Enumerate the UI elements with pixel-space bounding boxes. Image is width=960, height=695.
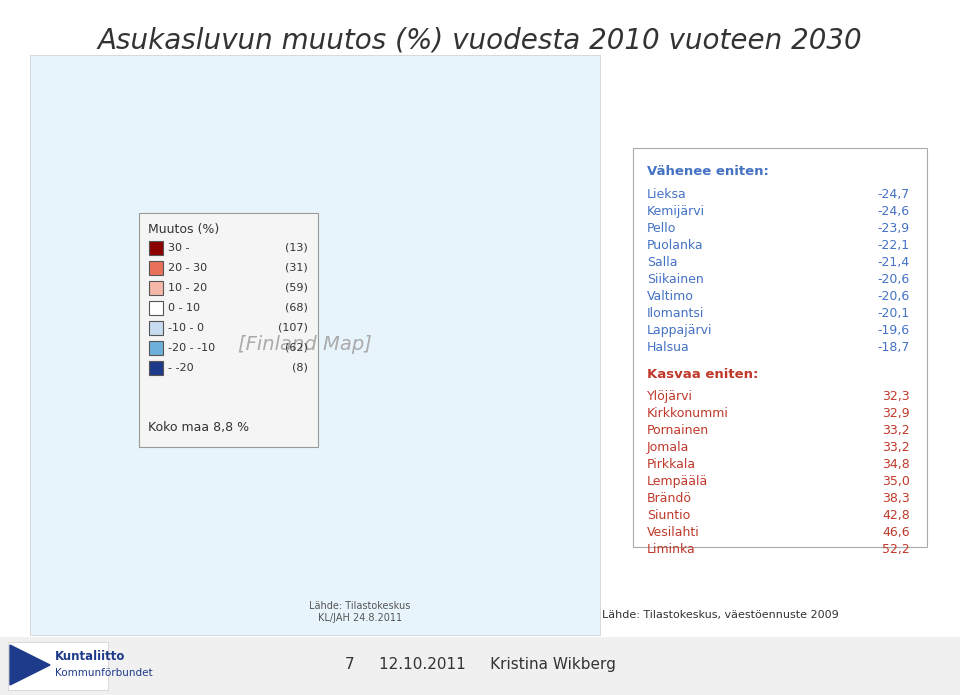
Text: 38,3: 38,3 (882, 492, 910, 505)
Text: 32,9: 32,9 (882, 407, 910, 420)
Text: Kommunförbundet: Kommunförbundet (55, 668, 153, 678)
Text: Valtimo: Valtimo (647, 290, 694, 303)
Bar (149, 261, 162, 275)
Text: (8): (8) (292, 363, 307, 373)
Text: Lappajärvi: Lappajärvi (647, 324, 712, 337)
Text: 35,0: 35,0 (882, 475, 910, 488)
Text: Puolanka: Puolanka (647, 239, 704, 252)
Text: (13): (13) (285, 243, 307, 253)
Text: Vähenee eniten:: Vähenee eniten: (647, 165, 769, 178)
Text: 33,2: 33,2 (882, 424, 910, 437)
Text: Lähde: Tilastokeskus
KL/JAH 24.8.2011: Lähde: Tilastokeskus KL/JAH 24.8.2011 (309, 600, 411, 623)
Text: Lempäälä: Lempäälä (647, 475, 708, 488)
Text: -19,6: -19,6 (877, 324, 910, 337)
Text: -22,1: -22,1 (877, 239, 910, 252)
Bar (149, 341, 162, 355)
Text: Kasvaa eniten:: Kasvaa eniten: (647, 368, 758, 381)
Text: (31): (31) (285, 263, 307, 273)
FancyBboxPatch shape (633, 148, 927, 547)
Bar (149, 281, 162, 295)
Text: 30 -: 30 - (167, 243, 189, 253)
Text: Koko maa 8,8 %: Koko maa 8,8 % (149, 420, 250, 434)
Bar (149, 361, 162, 375)
Text: Muutos (%): Muutos (%) (149, 223, 220, 236)
Bar (30, 55, 600, 635)
Text: Pello: Pello (647, 222, 677, 235)
Bar (0, 637, 960, 695)
Text: -20,6: -20,6 (877, 290, 910, 303)
Text: Brändö: Brändö (647, 492, 692, 505)
Text: (59): (59) (284, 283, 307, 293)
Text: -21,4: -21,4 (877, 256, 910, 269)
Text: [Finland Map]: [Finland Map] (238, 336, 372, 354)
Text: Salla: Salla (647, 256, 678, 269)
Text: - -20: - -20 (167, 363, 193, 373)
Text: -20,6: -20,6 (877, 273, 910, 286)
Text: 32,3: 32,3 (882, 390, 910, 403)
Text: 7     12.10.2011     Kristina Wikberg: 7 12.10.2011 Kristina Wikberg (345, 657, 615, 673)
Text: Lähde: Tilastokeskus, väestöennuste 2009: Lähde: Tilastokeskus, väestöennuste 2009 (602, 610, 838, 620)
Text: Halsua: Halsua (647, 341, 689, 354)
Polygon shape (10, 645, 50, 685)
Text: (68): (68) (284, 303, 307, 313)
Text: 33,2: 33,2 (882, 441, 910, 454)
Text: 52,2: 52,2 (882, 543, 910, 556)
Text: 0 - 10: 0 - 10 (167, 303, 200, 313)
Text: Siikainen: Siikainen (647, 273, 704, 286)
Text: Jomala: Jomala (647, 441, 689, 454)
Text: -20,1: -20,1 (877, 307, 910, 320)
Bar (149, 241, 162, 255)
Text: -18,7: -18,7 (877, 341, 910, 354)
Text: -24,6: -24,6 (877, 205, 910, 218)
Bar (149, 321, 162, 335)
Text: Pirkkala: Pirkkala (647, 458, 696, 471)
Text: Ilomantsi: Ilomantsi (647, 307, 705, 320)
Text: Vesilahti: Vesilahti (647, 526, 700, 539)
Text: Liminka: Liminka (647, 543, 696, 556)
Text: 42,8: 42,8 (882, 509, 910, 522)
Text: Kemijärvi: Kemijärvi (647, 205, 706, 218)
Text: 20 - 30: 20 - 30 (167, 263, 206, 273)
Text: 46,6: 46,6 (882, 526, 910, 539)
Text: (62): (62) (284, 343, 307, 353)
Text: Ylöjärvi: Ylöjärvi (647, 390, 693, 403)
Text: Siuntio: Siuntio (647, 509, 690, 522)
Bar (8, 642, 108, 690)
Text: (107): (107) (277, 323, 307, 333)
Text: 34,8: 34,8 (882, 458, 910, 471)
Text: -23,9: -23,9 (877, 222, 910, 235)
Text: Kuntaliitto: Kuntaliitto (55, 651, 126, 664)
Text: 10 - 20: 10 - 20 (167, 283, 206, 293)
Text: -20 - -10: -20 - -10 (167, 343, 215, 353)
Text: Pornainen: Pornainen (647, 424, 709, 437)
FancyBboxPatch shape (138, 213, 318, 447)
Text: Asukasluvun muutos (%) vuodesta 2010 vuoteen 2030: Asukasluvun muutos (%) vuodesta 2010 vuo… (98, 27, 862, 55)
Text: Lieksa: Lieksa (647, 188, 686, 201)
Text: Kirkkonummi: Kirkkonummi (647, 407, 729, 420)
Text: -10 - 0: -10 - 0 (167, 323, 204, 333)
Bar (149, 301, 162, 315)
Text: -24,7: -24,7 (877, 188, 910, 201)
